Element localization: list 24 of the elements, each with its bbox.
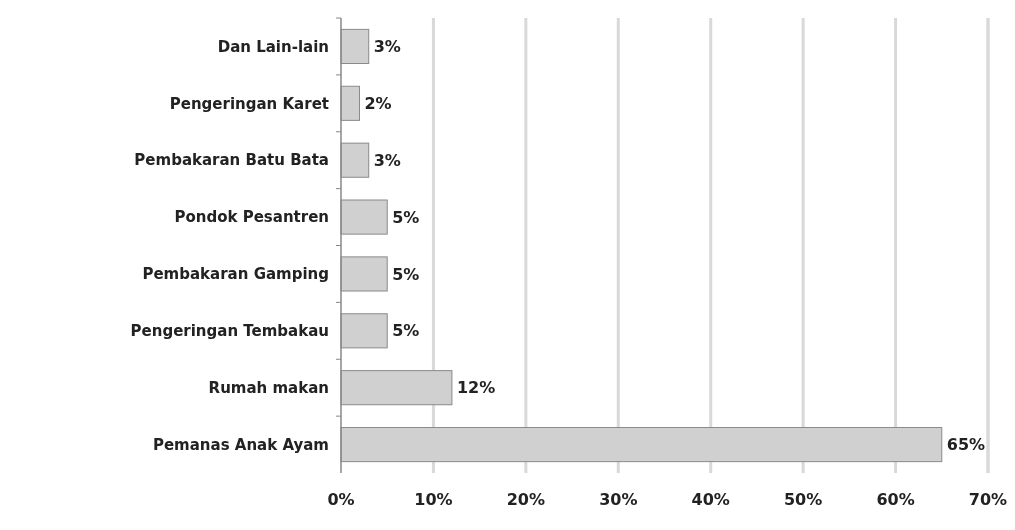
x-tick-label: 30%: [599, 490, 638, 509]
data-label: 12%: [456, 378, 496, 398]
x-tick-label: 0%: [327, 490, 355, 509]
y-tick-label: Dan Lain-lain: [217, 37, 329, 56]
data-label: 5%: [392, 321, 420, 341]
x-tick-label: 60%: [876, 490, 915, 509]
data-label: 5%: [392, 264, 420, 284]
x-tick-label: 10%: [414, 490, 453, 509]
data-label: 5%: [392, 207, 420, 227]
y-tick-label: Rumah makan: [208, 378, 329, 397]
x-tick-label: 20%: [506, 490, 546, 509]
x-tick-label: 70%: [968, 490, 1008, 509]
y-tick-label: Pengeringan Tembakau: [130, 322, 329, 341]
data-label: 3%: [373, 37, 401, 57]
data-label: 2%: [364, 93, 392, 113]
data-label: 65%: [946, 435, 986, 455]
y-tick-label: Pembakaran Batu Bata: [134, 151, 329, 170]
x-tick-label: 50%: [783, 490, 823, 509]
data-label: 3%: [373, 150, 401, 170]
y-tick-label: Pengeringan Karet: [169, 94, 329, 113]
x-tick-label: 40%: [691, 490, 730, 509]
y-tick-label: Pondok Pesantren: [174, 208, 329, 227]
y-tick-label: Pemanas Anak Ayam: [152, 435, 329, 454]
y-tick-label: Pembakaran Gamping: [142, 265, 329, 284]
